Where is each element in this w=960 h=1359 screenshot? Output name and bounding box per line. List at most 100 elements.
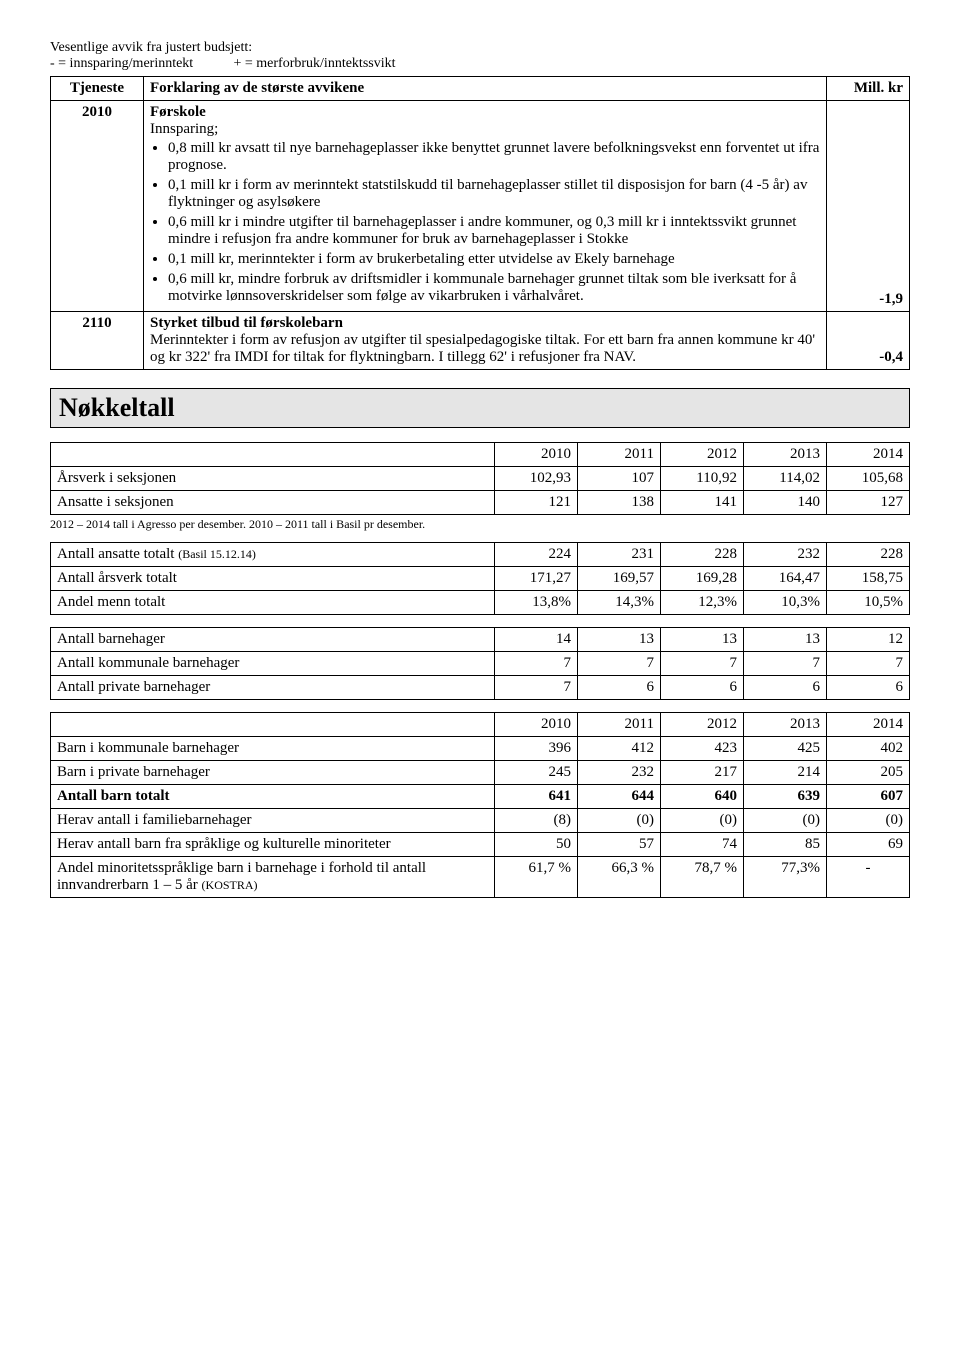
row-desc: Førskole Innsparing; 0,8 mill kr avsatt … (144, 101, 827, 312)
row-label: Herav antall barn fra språklige og kultu… (51, 833, 495, 857)
col-millkr: Mill. kr (827, 77, 910, 101)
cell: 69 (827, 833, 910, 857)
cell: 7 (827, 652, 910, 676)
row-label: Antall årsverk totalt (51, 567, 495, 591)
intro-right: + = merforbruk/inntektssvikt (234, 56, 396, 71)
cell: 6 (661, 676, 744, 700)
cell: 228 (661, 543, 744, 567)
intro-line2: - = innsparing/merinntekt + = merforbruk… (50, 56, 910, 72)
cell: 205 (827, 761, 910, 785)
cell: 607 (827, 785, 910, 809)
row-sub: Innsparing; (150, 121, 820, 138)
cell: (8) (495, 809, 578, 833)
table-row: Antall kommunale barnehager 7 7 7 7 7 (51, 652, 910, 676)
table-row: Årsverk i seksjonen 102,93 107 110,92 11… (51, 467, 910, 491)
label-small: (Basil 15.12.14) (178, 547, 256, 561)
cell: 169,28 (661, 567, 744, 591)
cell: 412 (578, 737, 661, 761)
row-code: 2010 (51, 101, 144, 312)
row-text: Merinntekter i form av refusjon av utgif… (150, 332, 820, 366)
row-label: Antall kommunale barnehager (51, 652, 495, 676)
year-header: 2011 (578, 443, 661, 467)
cell: 13 (578, 628, 661, 652)
cell: 14,3% (578, 591, 661, 615)
row-value: -0,4 (827, 312, 910, 370)
cell: 107 (578, 467, 661, 491)
row-bullets: 0,8 mill kr avsatt til nye barnehageplas… (168, 140, 820, 305)
table-row: Herav antall barn fra språklige og kultu… (51, 833, 910, 857)
intro-line1: Vesentlige avvik fra justert budsjett: (50, 40, 910, 56)
cell: 7 (495, 652, 578, 676)
cell: 245 (495, 761, 578, 785)
table-row: Antall barn totalt 641 644 640 639 607 (51, 785, 910, 809)
cell: 6 (744, 676, 827, 700)
cell: 121 (495, 491, 578, 515)
cell: 228 (827, 543, 910, 567)
label-small: (KOSTRA) (202, 878, 258, 892)
table-row: Antall private barnehager 7 6 6 6 6 (51, 676, 910, 700)
cell: 13 (661, 628, 744, 652)
row-desc: Styrket tilbud til førskolebarn Merinnte… (144, 312, 827, 370)
cell: 12 (827, 628, 910, 652)
cell: 105,68 (827, 467, 910, 491)
table-row: Barn i kommunale barnehager 396 412 423 … (51, 737, 910, 761)
col-tjeneste: Tjeneste (51, 77, 144, 101)
intro-left: - = innsparing/merinntekt (50, 56, 230, 72)
cell: 6 (578, 676, 661, 700)
cell: 13 (744, 628, 827, 652)
deviations-table: Tjeneste Forklaring av de største avvike… (50, 76, 910, 370)
bullet: 0,1 mill kr i form av merinntekt statsti… (168, 177, 820, 211)
cell: 171,27 (495, 567, 578, 591)
cell: 423 (661, 737, 744, 761)
bullet: 0,1 mill kr, merinntekter i form av bruk… (168, 251, 820, 268)
cell: 158,75 (827, 567, 910, 591)
cell: 7 (495, 676, 578, 700)
cell: 12,3% (661, 591, 744, 615)
year-header: 2013 (744, 713, 827, 737)
row-title: Styrket tilbud til førskolebarn (150, 315, 820, 332)
cell: 127 (827, 491, 910, 515)
cell: 214 (744, 761, 827, 785)
cell: 13,8% (495, 591, 578, 615)
cell: 14 (495, 628, 578, 652)
row-value: -1,9 (827, 101, 910, 312)
table-row: Antall ansatte totalt (Basil 15.12.14) 2… (51, 543, 910, 567)
cell: - (827, 857, 910, 898)
row-title: Førskole (150, 104, 820, 121)
year-header: 2010 (495, 443, 578, 467)
cell: 232 (744, 543, 827, 567)
cell: 425 (744, 737, 827, 761)
table-row: Ansatte i seksjonen 121 138 141 140 127 (51, 491, 910, 515)
table-row: Barn i private barnehager 245 232 217 21… (51, 761, 910, 785)
year-header: 2014 (827, 713, 910, 737)
cell: 61,7 % (495, 857, 578, 898)
bullet: 0,8 mill kr avsatt til nye barnehageplas… (168, 140, 820, 174)
row-label: Andel menn totalt (51, 591, 495, 615)
row-label: Antall barnehager (51, 628, 495, 652)
cell: 7 (578, 652, 661, 676)
cell: 7 (661, 652, 744, 676)
cell: 402 (827, 737, 910, 761)
cell: 640 (661, 785, 744, 809)
cell: 217 (661, 761, 744, 785)
table-row: Andel menn totalt 13,8% 14,3% 12,3% 10,3… (51, 591, 910, 615)
cell: 232 (578, 761, 661, 785)
kpi-table-2: Antall ansatte totalt (Basil 15.12.14) 2… (50, 542, 910, 615)
year-header: 2014 (827, 443, 910, 467)
cell: 102,93 (495, 467, 578, 491)
bullet: 0,6 mill kr i mindre utgifter til barneh… (168, 214, 820, 248)
row-label: Antall barn totalt (51, 785, 495, 809)
cell: 141 (661, 491, 744, 515)
cell: 641 (495, 785, 578, 809)
table1-footnote: 2012 – 2014 tall i Agresso per desember.… (50, 517, 910, 532)
row-label: Årsverk i seksjonen (51, 467, 495, 491)
cell: 110,92 (661, 467, 744, 491)
kpi-table-4: 2010 2011 2012 2013 2014 Barn i kommunal… (50, 712, 910, 898)
row-label: Antall ansatte totalt (Basil 15.12.14) (51, 543, 495, 567)
cell: 639 (744, 785, 827, 809)
row-code: 2110 (51, 312, 144, 370)
row-label: Herav antall i familiebarnehager (51, 809, 495, 833)
year-header: 2012 (661, 713, 744, 737)
table-row: Antall barnehager 14 13 13 13 12 (51, 628, 910, 652)
table-row: Herav antall i familiebarnehager (8) (0)… (51, 809, 910, 833)
